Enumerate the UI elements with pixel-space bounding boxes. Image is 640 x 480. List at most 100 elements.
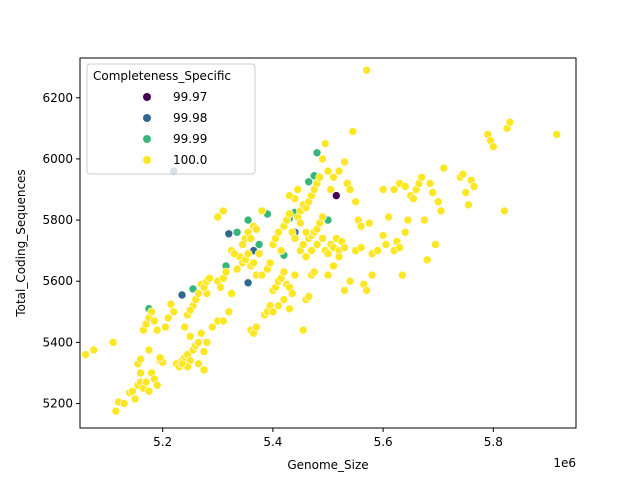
data-point-3-59 (221, 267, 231, 277)
data-point-3-94 (268, 307, 278, 317)
data-point-3-182 (422, 255, 432, 265)
data-point-3-166 (373, 246, 382, 255)
data-point-3-8 (130, 394, 140, 404)
data-point-3-146 (345, 185, 355, 194)
y-tick-label-4: 6000 (42, 152, 73, 166)
data-point-3-68 (243, 249, 253, 258)
data-point-3-154 (293, 185, 303, 194)
data-point-3-123 (276, 246, 286, 255)
data-point-3-174 (400, 228, 410, 237)
data-point-3-140 (323, 166, 333, 176)
data-point-3-181 (420, 215, 429, 225)
legend-frame (86, 63, 256, 175)
x-tick-label-3: 5.8 (484, 435, 503, 449)
data-point-3-96 (279, 295, 289, 304)
data-point-3-122 (274, 228, 283, 237)
data-point-3-137 (315, 173, 325, 182)
legend-marker-0 (143, 93, 151, 101)
data-point-3-7 (128, 386, 137, 396)
data-point-3-47 (194, 289, 203, 298)
data-point-3-104 (298, 240, 308, 249)
data-point-3-187 (436, 206, 446, 216)
points-layer (81, 65, 562, 416)
legend-marker-3 (143, 156, 151, 164)
data-point-3-185 (431, 240, 440, 249)
data-point-3-41 (194, 338, 203, 347)
data-point-2-1 (188, 284, 198, 294)
x-tick-label-0: 5.2 (153, 435, 172, 449)
data-point-3-158 (265, 258, 275, 268)
data-point-3-76 (252, 224, 261, 234)
data-point-3-90 (290, 270, 300, 280)
data-point-3-25 (150, 316, 159, 326)
data-point-3-201 (500, 206, 509, 216)
data-point-3-61 (219, 206, 228, 216)
data-point-3-70 (249, 258, 258, 268)
data-point-3-218 (224, 307, 234, 317)
data-point-3-156 (257, 270, 267, 280)
data-point-3-194 (461, 188, 471, 197)
data-point-3-207 (334, 252, 344, 262)
data-point-3-98 (298, 325, 308, 335)
data-point-3-223 (194, 359, 203, 369)
data-point-3-17 (152, 380, 162, 390)
data-point-3-60 (213, 212, 223, 222)
data-point-3-97 (285, 304, 294, 314)
data-point-3-164 (362, 286, 371, 295)
data-point-3-139 (320, 139, 330, 148)
legend: Completeness_Specific 99.97 99.98 99.99 100… (86, 63, 256, 175)
data-point-3-214 (296, 218, 305, 228)
data-point-3-126 (285, 209, 294, 219)
data-point-2-4 (243, 215, 253, 225)
legend-label-2: 99.99 (173, 132, 207, 146)
data-point-3-147 (348, 127, 358, 136)
data-point-3-38 (185, 331, 195, 341)
data-point-3-186 (433, 197, 443, 206)
data-point-3-160 (345, 276, 355, 286)
data-point-3-13 (136, 368, 145, 378)
data-point-3-43 (199, 347, 209, 356)
data-point-3-208 (329, 261, 338, 271)
y-tick-label-5: 6200 (42, 91, 73, 105)
data-point-3-93 (252, 322, 261, 332)
data-point-3-3 (111, 406, 121, 416)
data-point-3-100 (304, 292, 314, 301)
data-point-2-12 (312, 148, 322, 158)
data-point-3-173 (398, 270, 407, 280)
data-point-3-105 (301, 252, 311, 262)
data-point-3-193 (458, 169, 468, 179)
data-point-3-175 (403, 215, 413, 225)
data-point-3-89 (287, 289, 297, 298)
data-point-3-113 (323, 249, 333, 258)
data-point-3-57 (216, 282, 225, 292)
data-point-3-197 (469, 182, 479, 191)
data-point-3-206 (367, 270, 377, 280)
data-point-3-212 (307, 246, 316, 255)
data-point-3-189 (389, 185, 399, 194)
data-point-3-141 (326, 185, 336, 194)
data-point-3-111 (318, 212, 327, 222)
data-point-3-74 (246, 234, 256, 243)
data-point-3-209 (323, 270, 333, 280)
data-point-1-3 (243, 278, 253, 288)
data-point-3-24 (147, 307, 156, 317)
data-point-2-3 (232, 228, 242, 237)
data-point-3-77 (254, 249, 264, 258)
data-point-3-128 (290, 234, 300, 243)
y-tick-label-1: 5400 (42, 335, 73, 349)
data-point-3-95 (274, 301, 283, 311)
data-point-3-188 (439, 163, 449, 173)
data-point-3-30 (163, 313, 173, 323)
data-point-3-32 (169, 307, 178, 317)
data-point-3-215 (238, 240, 247, 249)
data-point-3-144 (340, 157, 349, 167)
data-point-3-42 (196, 328, 206, 338)
data-point-3-167 (378, 231, 388, 240)
data-point-3-53 (185, 305, 195, 315)
data-point-3-216 (230, 249, 239, 258)
data-point-3-142 (329, 173, 338, 182)
legend-label-0: 99.97 (173, 90, 207, 104)
data-point-3-162 (356, 243, 366, 252)
data-point-2-10 (304, 177, 314, 187)
legend-marker-2 (143, 135, 151, 143)
